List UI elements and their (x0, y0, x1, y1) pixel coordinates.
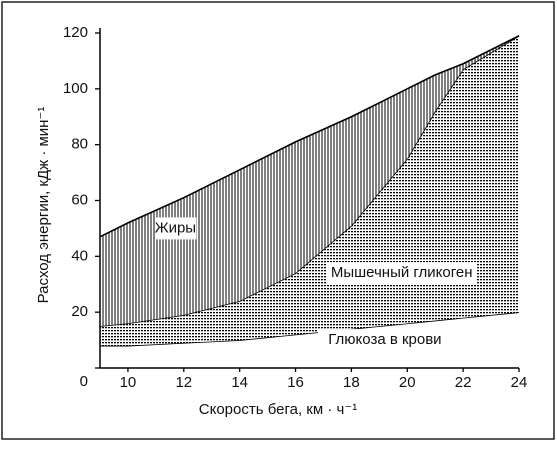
y-tick-label: 120 (63, 24, 88, 41)
x-tick-label: 14 (231, 374, 248, 391)
label-bg (154, 217, 197, 240)
y-tick-label: 60 (71, 191, 88, 208)
x-tick-label: 20 (399, 374, 416, 391)
area (100, 35, 519, 327)
y-tick-label: 0 (80, 373, 88, 390)
series-label: Мышечный гликоген (331, 264, 473, 281)
x-tick-label: 22 (455, 374, 472, 391)
frame (1, 1, 555, 440)
x-tick-label: 12 (175, 374, 192, 391)
x-tick-label: 10 (120, 374, 137, 391)
y-tick-label: 40 (71, 247, 88, 264)
x-tick-label: 18 (343, 374, 360, 391)
y-tick-label: 80 (71, 136, 88, 153)
x-tick-label: 24 (511, 374, 528, 391)
x-axis-label: Скорость бега, км · ч⁻¹ (199, 401, 357, 418)
y-tick-label: 20 (71, 303, 88, 320)
series-label: Глюкоза в крови (328, 331, 441, 348)
y-tick-label: 100 (63, 80, 88, 97)
series-label: Жиры (155, 219, 196, 236)
area (100, 312, 519, 368)
label-bg (326, 262, 478, 285)
y-axis-label: Расход энергии, кДж · мин⁻¹ (35, 107, 52, 304)
area-edge (99, 35, 520, 238)
label-bg (317, 329, 452, 352)
x-tick-label: 16 (287, 374, 304, 391)
